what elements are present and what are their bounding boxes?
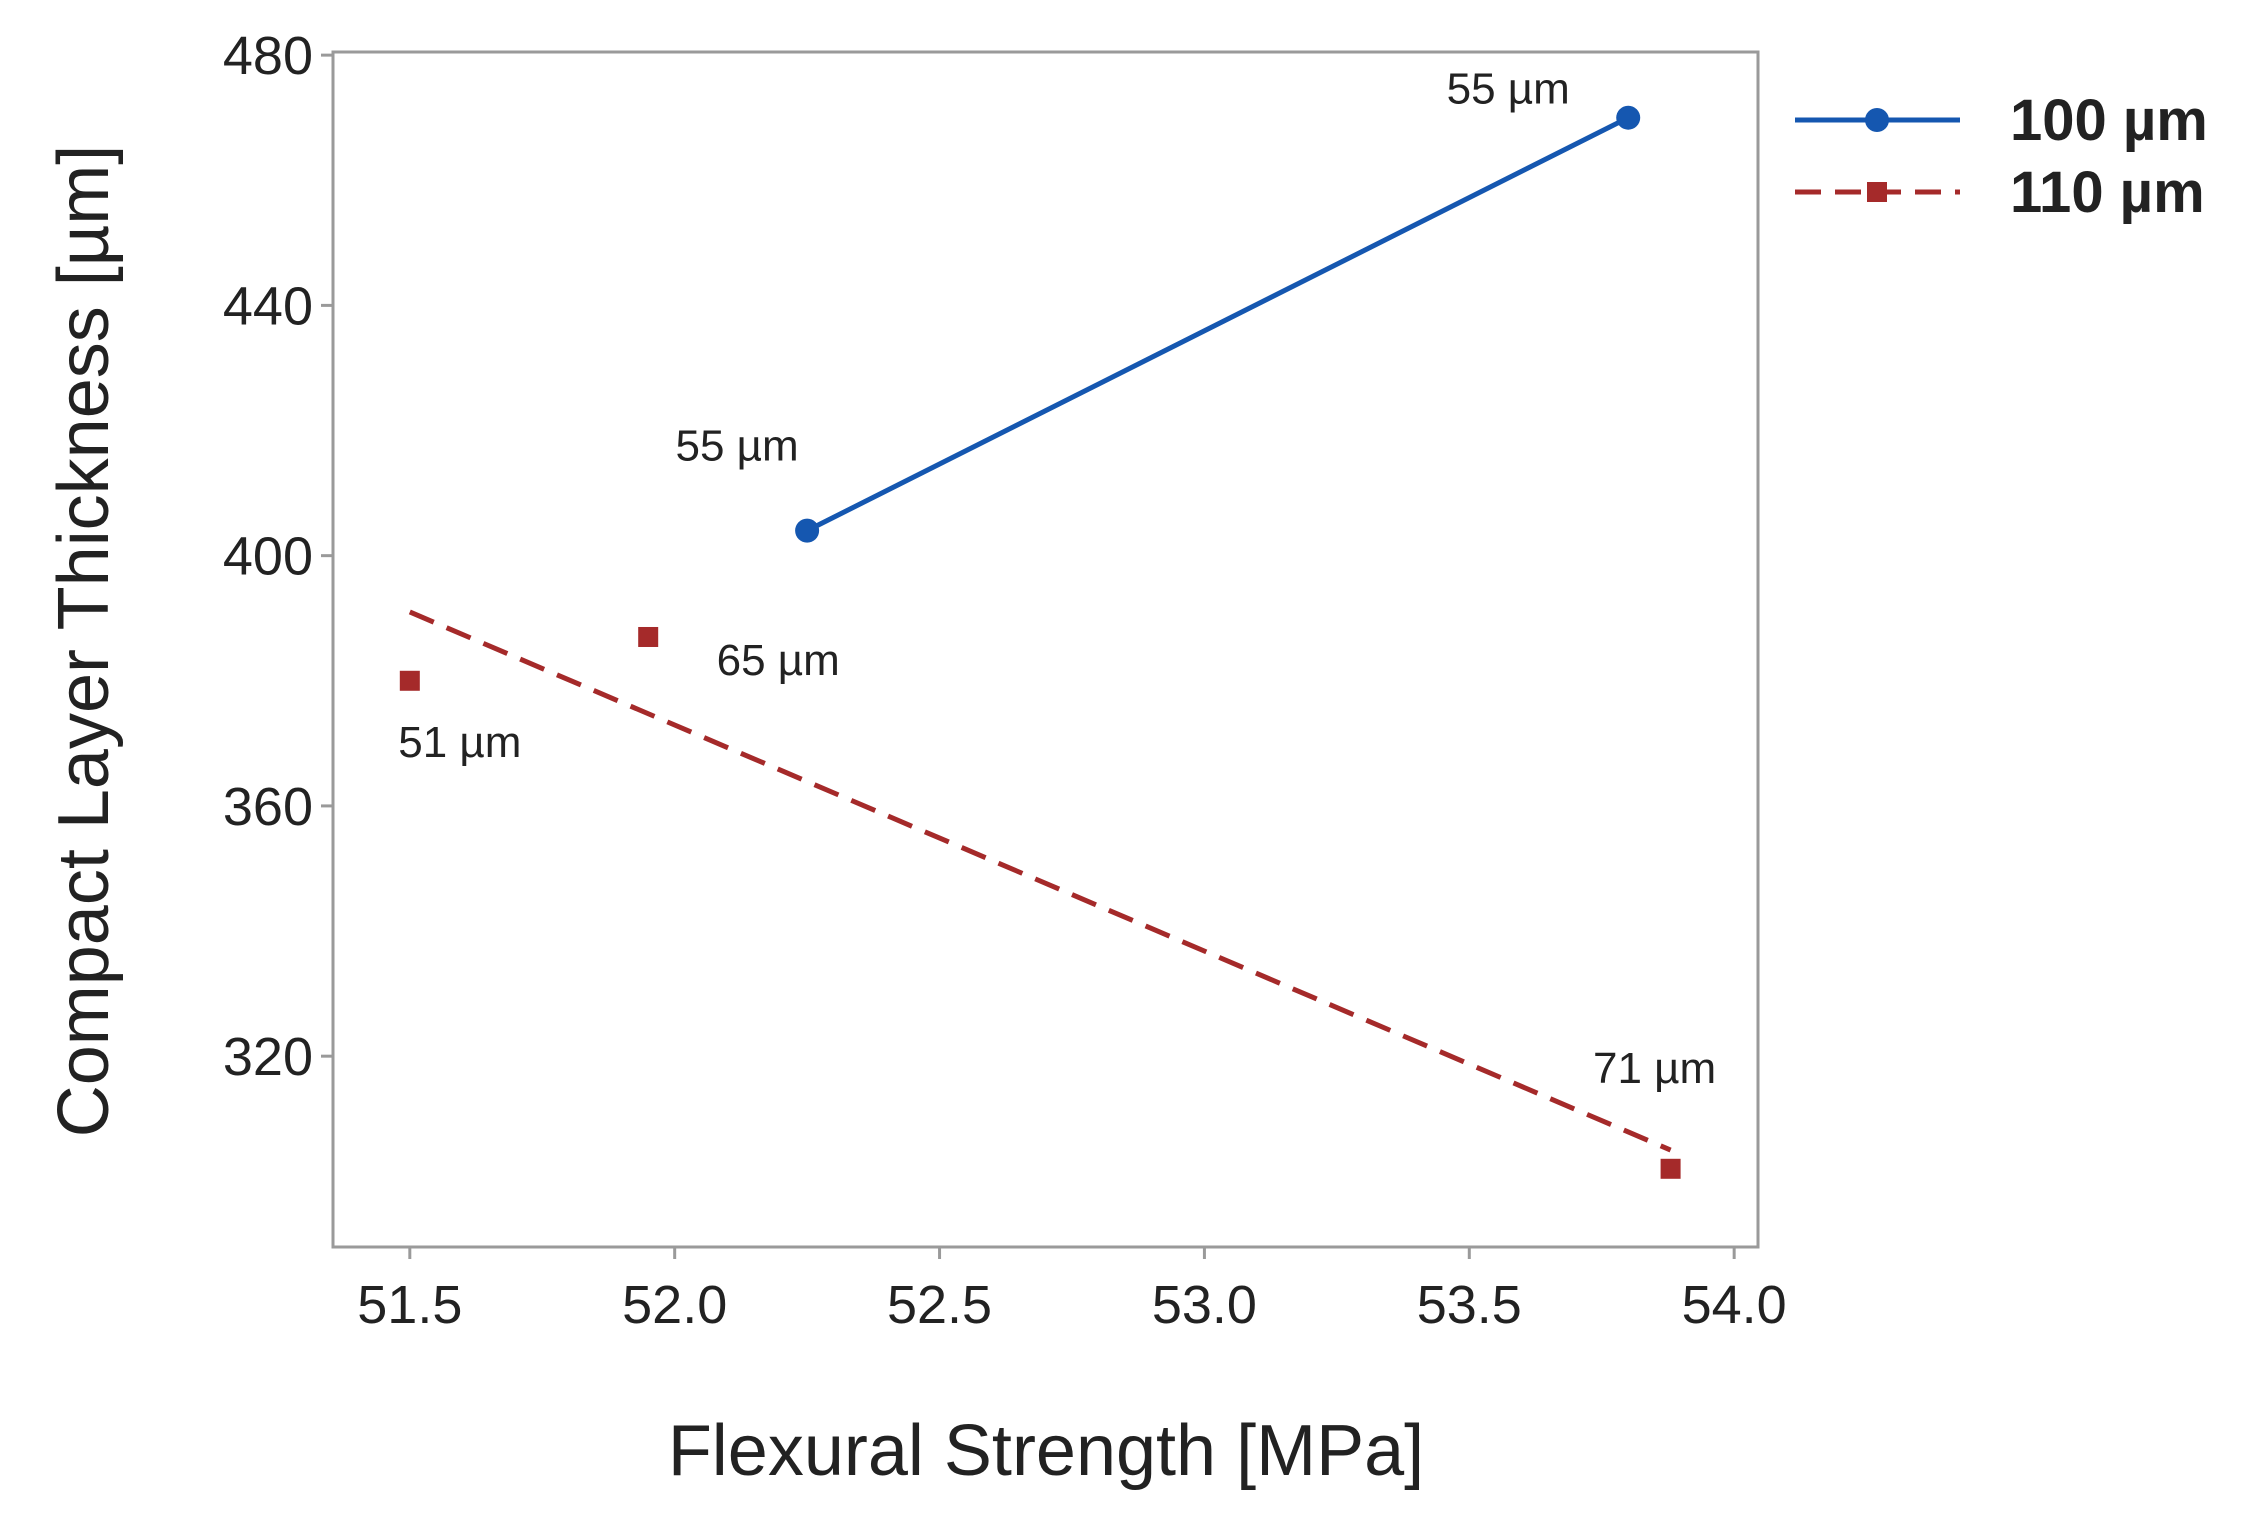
legend-marker xyxy=(1865,108,1889,132)
x-tick-label: 53.0 xyxy=(1152,1275,1257,1335)
series-100-point xyxy=(1616,105,1641,130)
y-tick-label: 320 xyxy=(223,1027,313,1087)
plot-frame xyxy=(331,50,1760,1249)
x-tick-label: 54.0 xyxy=(1682,1275,1787,1335)
legend-marker xyxy=(1867,182,1887,202)
point-label: 71 µm xyxy=(1593,1044,1716,1093)
series-100-point xyxy=(795,518,820,543)
fit-lines xyxy=(408,115,1672,1153)
y-axis: 320 360 400 440 480 xyxy=(223,26,333,1087)
x-axis: 51.5 52.0 52.5 53.0 53.5 54.0 xyxy=(357,1247,1787,1335)
legend: 100 µm 110 µm xyxy=(1795,88,2208,225)
y-tick-label: 360 xyxy=(223,777,313,837)
point-label: 55 µm xyxy=(1447,65,1570,114)
series-110-point xyxy=(638,626,659,647)
series-110-point xyxy=(399,670,420,691)
point-annotations: 55 µm 55 µm 51 µm 65 µm 71 µm xyxy=(398,65,1716,1093)
legend-label: 110 µm xyxy=(2010,160,2205,225)
data-markers xyxy=(399,105,1681,1179)
x-tick-label: 51.5 xyxy=(357,1275,462,1335)
point-label: 51 µm xyxy=(398,718,521,767)
y-axis-title: Compact Layer Thickness [µm] xyxy=(44,145,124,1138)
point-label: 65 µm xyxy=(717,636,840,685)
legend-label: 100 µm xyxy=(2010,88,2208,153)
point-label: 55 µm xyxy=(676,422,799,471)
y-tick-label: 440 xyxy=(223,276,313,336)
x-tick-label: 52.0 xyxy=(622,1275,727,1335)
series-110-fit-line xyxy=(408,609,1672,1153)
series-100-fit-line xyxy=(805,115,1630,533)
series-110-point xyxy=(1660,1158,1681,1179)
x-axis-title: Flexural Strength [MPa] xyxy=(668,1411,1424,1491)
y-tick-label: 480 xyxy=(223,26,313,86)
x-tick-label: 52.5 xyxy=(887,1275,992,1335)
x-tick-label: 53.5 xyxy=(1417,1275,1522,1335)
y-tick-label: 400 xyxy=(223,527,313,587)
